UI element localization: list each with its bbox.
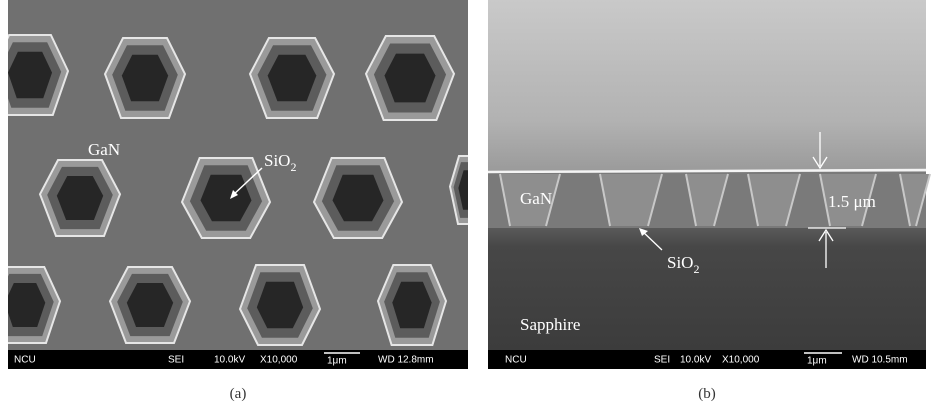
info-mode: SEI — [654, 355, 670, 366]
hole-bottom — [384, 54, 435, 103]
sapphire-label: Sapphire — [520, 315, 580, 334]
thickness-label: 1.5 μm — [828, 192, 876, 211]
info-magnification: X10,000 — [260, 355, 298, 366]
panel-b: GaN 1.5 μm SiO2 Sapphire NCU SEI 10.0kV … — [488, 0, 930, 402]
sio2-subscript: 2 — [693, 262, 699, 276]
hole-bottom — [122, 55, 168, 101]
hole-bottom — [127, 283, 173, 327]
sio2-text: SiO — [667, 253, 693, 272]
info-scale: 1μm — [327, 356, 347, 367]
caption: (b) — [698, 386, 716, 402]
info-wd: WD 12.8mm — [378, 355, 434, 366]
hole-bottom — [200, 175, 251, 221]
info-wd: WD 10.5mm — [852, 355, 908, 366]
hole-bottom — [5, 283, 46, 327]
figure: GaN SiO2 NCU SEI 10.0kV X10,000 1μm WD 1… — [0, 0, 933, 411]
hole-bottom — [458, 170, 481, 209]
info-scale: 1μm — [807, 356, 827, 367]
info-left: NCU — [505, 355, 527, 366]
info-left: NCU — [14, 355, 36, 366]
info-voltage: 10.0kV — [214, 355, 245, 366]
gan-label: GaN — [520, 189, 552, 208]
hole-bottom — [332, 175, 383, 221]
sio2-text: SiO — [264, 151, 290, 170]
info-magnification: X10,000 — [722, 355, 760, 366]
info-mode: SEI — [168, 355, 184, 366]
info-voltage: 10.0kV — [680, 355, 711, 366]
hole-bottom — [57, 176, 103, 220]
sem-image-top — [488, 0, 926, 172]
panel-a: GaN SiO2 NCU SEI 10.0kV X10,000 1μm WD 1… — [0, 0, 490, 402]
caption: (a) — [230, 386, 247, 402]
sio2-subscript: 2 — [290, 160, 296, 174]
hole-wall — [454, 162, 487, 218]
gan-label: GaN — [88, 140, 120, 159]
